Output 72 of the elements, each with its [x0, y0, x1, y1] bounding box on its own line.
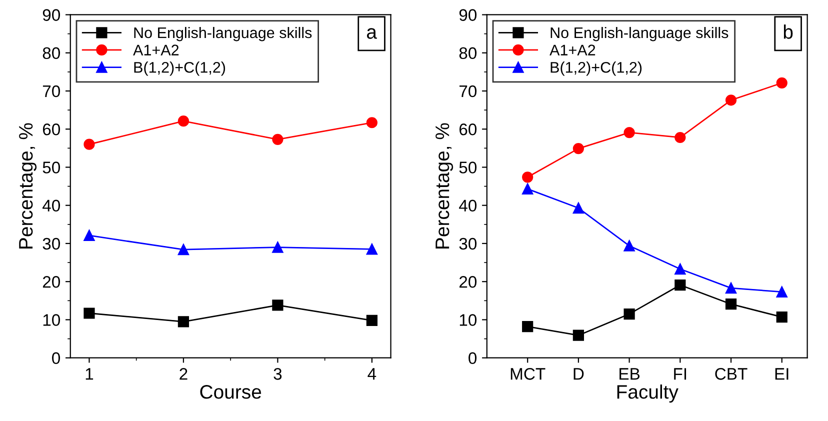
- point: [522, 321, 534, 332]
- x-tick-label: MCT: [510, 368, 546, 380]
- y-tick-label: 90: [42, 9, 60, 21]
- y-tick-label: 70: [42, 85, 60, 98]
- y-tick-label: 90: [459, 9, 477, 21]
- point: [674, 279, 686, 291]
- x-tick-label: D: [574, 368, 584, 380]
- legend-label: B(1,2)+C(1,2): [134, 62, 226, 76]
- annotation: b: [784, 24, 793, 39]
- point: [272, 242, 284, 253]
- point: [725, 94, 737, 106]
- point: [776, 286, 788, 298]
- y-tick-label: 40: [42, 200, 60, 212]
- legend-label: No English-language skills: [134, 26, 312, 42]
- legend-label: A1+A2: [550, 44, 596, 56]
- point: [84, 308, 95, 319]
- point: [624, 126, 635, 138]
- y-tick-label: 70: [459, 85, 477, 98]
- legend-label: A1+A2: [133, 44, 179, 56]
- point: [178, 116, 190, 127]
- y-tick-label: 0: [468, 352, 477, 364]
- y-tick-label: 60: [459, 124, 477, 136]
- x-tick-label: EI: [775, 368, 788, 380]
- legend-label: No English-language skills: [550, 26, 728, 42]
- point: [776, 77, 788, 89]
- point: [572, 330, 584, 341]
- legend-label: B(1,2)+C(1,2): [550, 62, 642, 76]
- point: [572, 142, 584, 154]
- y-tick-label: 10: [43, 314, 60, 326]
- y-tick-label: 20: [42, 276, 60, 288]
- y-tick-label: 80: [459, 47, 477, 60]
- point: [572, 202, 584, 214]
- x-tick-label: 4: [368, 368, 376, 380]
- point: [624, 240, 635, 252]
- point: [366, 117, 378, 128]
- x-tick-label: EB: [620, 368, 640, 380]
- y-tick-label: 80: [42, 47, 60, 60]
- y-tick-label: 10: [460, 314, 477, 326]
- x-tick-label: FI: [674, 368, 686, 380]
- point: [178, 244, 190, 256]
- y-tick-label: 20: [459, 276, 477, 288]
- point: [178, 316, 190, 328]
- point: [522, 183, 534, 195]
- x-tick-label: 3: [274, 368, 282, 380]
- point: [366, 314, 378, 326]
- y-tick-label: 50: [42, 162, 60, 174]
- x-tick-label: 1: [86, 368, 94, 380]
- point: [725, 282, 737, 294]
- x-tick-label: CBT: [715, 368, 748, 380]
- point: [624, 308, 635, 320]
- y-tick-label: 30: [459, 238, 477, 250]
- point: [674, 263, 686, 275]
- x-tick-label: 2: [180, 368, 188, 380]
- point: [776, 312, 788, 323]
- y-tick-label: 60: [42, 124, 60, 136]
- point: [725, 298, 737, 310]
- x-axis-title: Faculty: [617, 384, 678, 403]
- point: [674, 132, 686, 144]
- point: [272, 300, 284, 311]
- y-axis-title: Percentage, %: [436, 123, 454, 248]
- x-axis-title: Course: [200, 385, 262, 399]
- point: [84, 138, 95, 150]
- point: [272, 134, 284, 145]
- y-tick-label: 50: [459, 162, 477, 174]
- point: [522, 172, 534, 183]
- annotation: a: [366, 28, 377, 39]
- y-tick-label: 0: [52, 352, 60, 364]
- point: [84, 230, 95, 242]
- y-tick-label: 30: [42, 238, 60, 250]
- y-tick-label: 40: [459, 200, 477, 212]
- point: [366, 244, 378, 255]
- y-axis-title: Percentage, %: [19, 123, 37, 248]
